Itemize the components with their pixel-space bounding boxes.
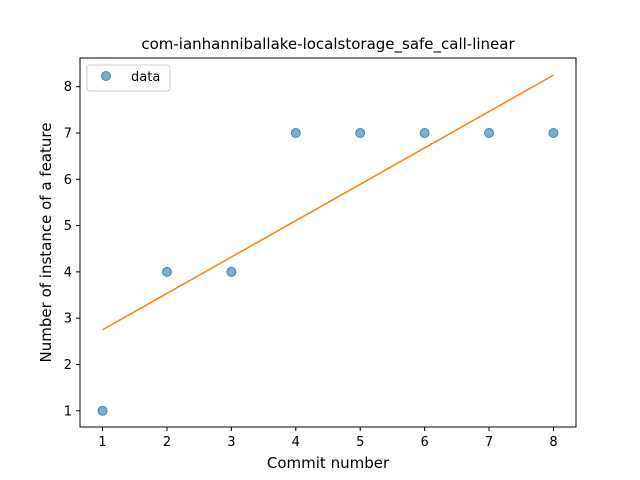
x-tick-label: 1: [98, 435, 106, 450]
x-tick-label: 5: [356, 435, 364, 450]
y-tick-label: 2: [64, 358, 72, 373]
x-tick-label: 6: [420, 435, 428, 450]
x-axis: 1 2 3 4 5 6 7 8: [98, 427, 558, 450]
data-point: [419, 128, 430, 139]
y-tick-label: 6: [64, 173, 72, 188]
data-point: [161, 266, 172, 277]
y-tick-label: 1: [64, 404, 72, 419]
legend-label: data: [131, 70, 160, 85]
legend: data: [86, 64, 171, 92]
y-tick-label: 8: [64, 80, 72, 95]
data-point: [97, 405, 108, 416]
data-point: [484, 128, 495, 139]
fit-line: [102, 74, 554, 331]
data-point: [290, 128, 301, 139]
data-point: [355, 128, 366, 139]
y-axis: 1 2 3 4 5 6 7 8: [64, 80, 80, 419]
y-axis-label: Number of instance of a feature: [37, 123, 55, 363]
data-point: [226, 266, 237, 277]
y-tick-label: 3: [64, 312, 72, 327]
y-tick-label: 7: [64, 127, 72, 142]
axes-frame: [79, 57, 577, 428]
x-axis-label: Commit number: [267, 454, 390, 472]
x-tick-label: 2: [163, 435, 171, 450]
plot-area: [97, 74, 559, 416]
x-tick-label: 4: [292, 435, 300, 450]
data-point: [548, 128, 559, 139]
legend-marker: [101, 71, 111, 81]
x-tick-label: 8: [549, 435, 557, 450]
y-tick-label: 5: [64, 219, 72, 234]
x-tick-label: 7: [485, 435, 493, 450]
y-tick-label: 4: [64, 265, 72, 280]
x-tick-label: 3: [227, 435, 235, 450]
chart-title: com-ianhanniballake-localstorage_safe_ca…: [141, 35, 515, 54]
